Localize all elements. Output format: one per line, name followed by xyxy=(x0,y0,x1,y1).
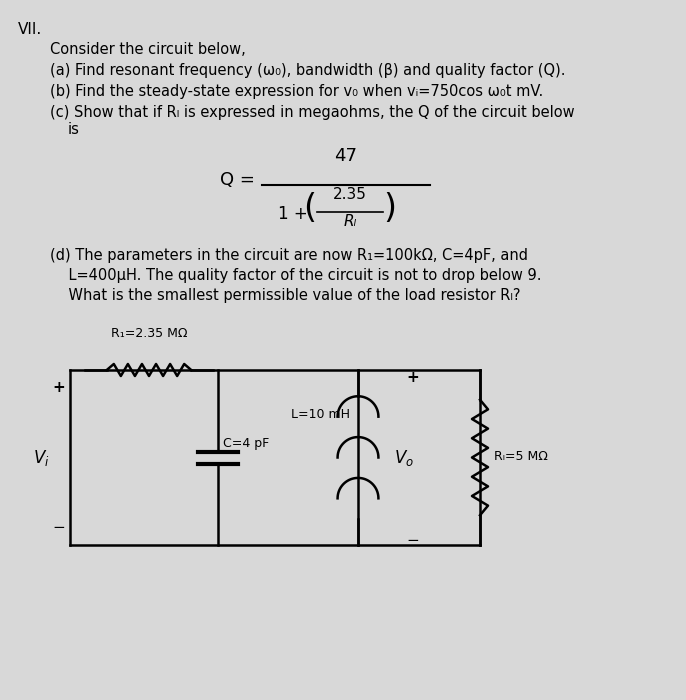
Text: $V_i$: $V_i$ xyxy=(34,447,50,468)
Text: +: + xyxy=(52,380,65,395)
Text: 2.35: 2.35 xyxy=(333,187,367,202)
Text: (c) Show that if Rₗ is expressed in megaohms, the Q of the circuit below: (c) Show that if Rₗ is expressed in mega… xyxy=(50,105,575,120)
Text: Consider the circuit below,: Consider the circuit below, xyxy=(50,42,246,57)
Text: What is the smallest permissible value of the load resistor Rₗ?: What is the smallest permissible value o… xyxy=(50,288,521,303)
Text: ): ) xyxy=(383,193,397,225)
Text: Q =: Q = xyxy=(220,171,255,189)
Text: −: − xyxy=(52,520,65,535)
Text: (: ( xyxy=(303,193,316,225)
Text: Rₗ=5 MΩ: Rₗ=5 MΩ xyxy=(494,451,548,463)
Text: (d) The parameters in the circuit are now R₁=100kΩ, C=4pF, and: (d) The parameters in the circuit are no… xyxy=(50,248,528,263)
Text: C=4 pF: C=4 pF xyxy=(223,438,269,451)
Text: $V_o$: $V_o$ xyxy=(394,447,414,468)
Text: 1 +: 1 + xyxy=(278,205,308,223)
Text: (b) Find the steady-state expression for v₀ when vᵢ=750cos ω₀t mV.: (b) Find the steady-state expression for… xyxy=(50,84,543,99)
Text: Rₗ: Rₗ xyxy=(344,214,357,229)
Text: −: − xyxy=(406,533,418,548)
Text: 47: 47 xyxy=(335,147,357,165)
Text: (a) Find resonant frequency (ω₀), bandwidth (β) and quality factor (Q).: (a) Find resonant frequency (ω₀), bandwi… xyxy=(50,63,565,78)
Text: VII.: VII. xyxy=(18,22,43,37)
Text: L=10 mH: L=10 mH xyxy=(291,409,350,421)
Text: is: is xyxy=(68,122,80,137)
Text: +: + xyxy=(406,370,418,385)
Text: R₁=2.35 MΩ: R₁=2.35 MΩ xyxy=(110,327,187,340)
Text: L=400μH. The quality factor of the circuit is not to drop below 9.: L=400μH. The quality factor of the circu… xyxy=(50,268,541,283)
